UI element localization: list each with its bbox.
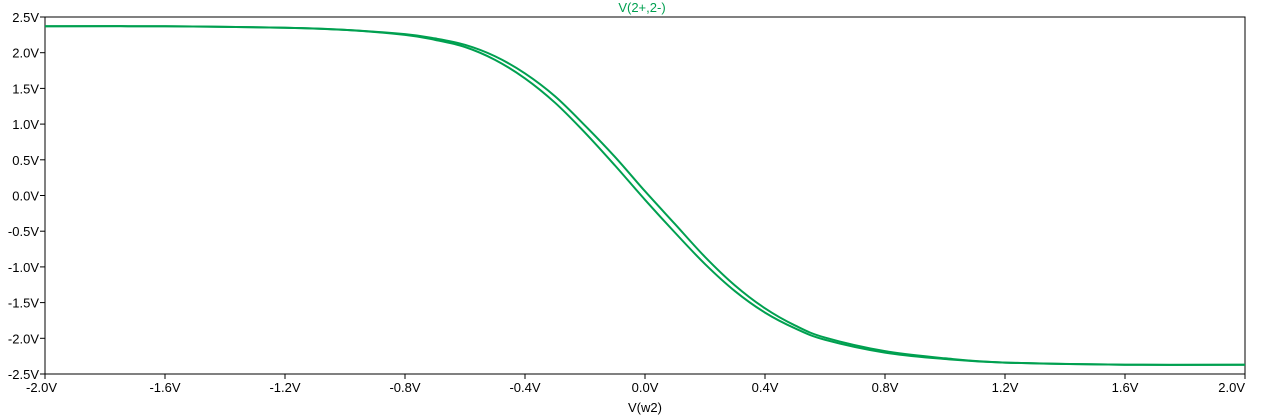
y-tick-label: 0.0V — [12, 189, 39, 204]
x-tick-label: -0.4V — [509, 380, 540, 395]
x-tick-label: 2.0V — [1218, 380, 1245, 395]
y-tick-label: -1.5V — [8, 296, 39, 311]
y-tick-label: 0.5V — [12, 153, 39, 168]
x-tick-label: 0.4V — [752, 380, 779, 395]
y-tick-label: 1.5V — [12, 81, 39, 96]
y-tick-label: -1.0V — [8, 260, 39, 275]
x-tick-label: -1.6V — [149, 380, 180, 395]
x-tick-label: -0.8V — [389, 380, 420, 395]
trace-line-1 — [44, 25, 1246, 366]
y-tick-label: 2.5V — [12, 10, 39, 25]
x-tick-label: -1.2V — [269, 380, 300, 395]
x-tick-label: 1.6V — [1112, 380, 1139, 395]
x-tick-label: 0.8V — [872, 380, 899, 395]
y-tick-label: -2.0V — [8, 331, 39, 346]
y-tick-label: -0.5V — [8, 224, 39, 239]
x-axis-title: V(w2) — [628, 400, 662, 415]
x-tick-label: -2.0V — [26, 380, 57, 395]
trace-line-2 — [44, 25, 1246, 366]
tick-marks: -2.0V -1.6V -1.2V -0.8V -0.4V 0.0V 0.4V 0.8V 1.2… — [8, 10, 1246, 395]
x-tick-label: 1.2V — [992, 380, 1019, 395]
y-tick-label: 2.0V — [12, 46, 39, 61]
trace-group — [44, 25, 1246, 366]
y-tick-label: -2.5V — [8, 367, 39, 382]
plot-frame — [44, 16, 1246, 375]
x-tick-label: 0.0V — [632, 380, 659, 395]
trace-label: V(2+,2-) — [618, 0, 665, 15]
y-tick-label: 1.0V — [12, 117, 39, 132]
